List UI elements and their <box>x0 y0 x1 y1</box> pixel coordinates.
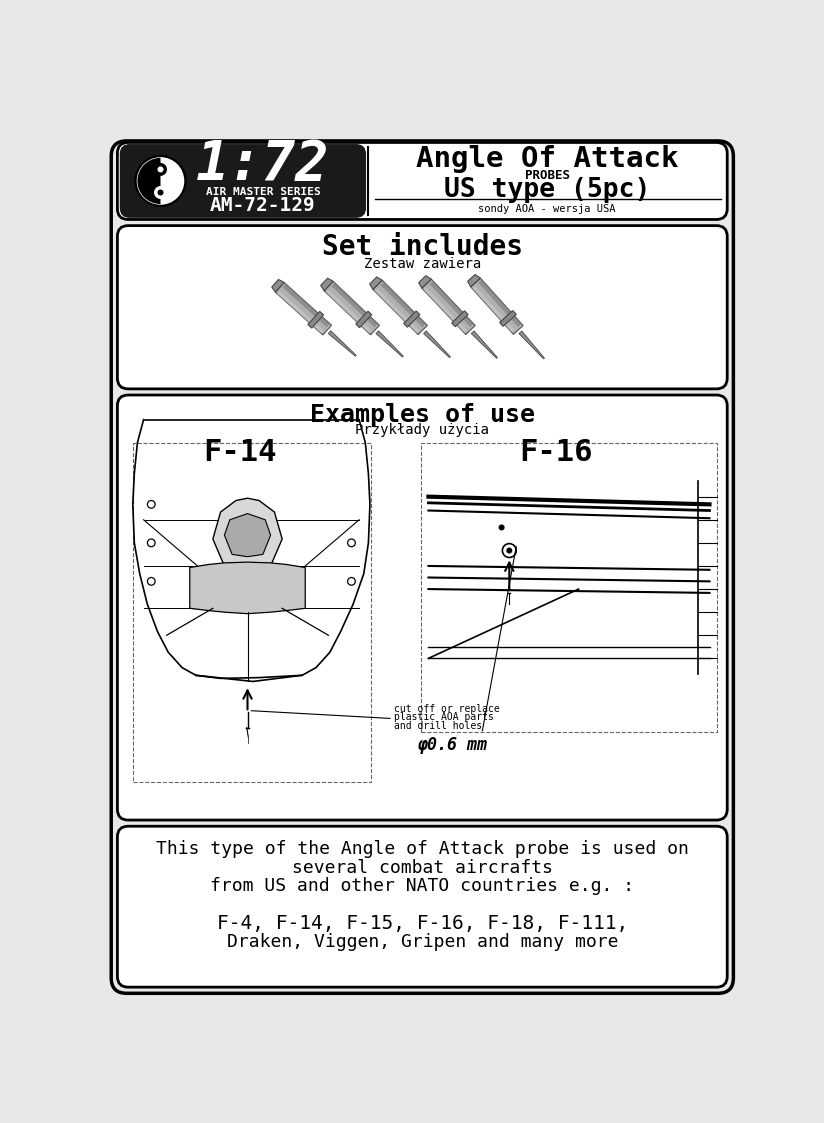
FancyBboxPatch shape <box>117 827 728 987</box>
Polygon shape <box>213 499 282 569</box>
Text: plastic AOA parts: plastic AOA parts <box>394 712 494 722</box>
FancyBboxPatch shape <box>117 143 728 219</box>
Polygon shape <box>429 281 474 327</box>
Polygon shape <box>321 279 333 291</box>
Text: φ0.6 mm: φ0.6 mm <box>417 736 487 754</box>
Polygon shape <box>331 283 378 327</box>
Polygon shape <box>324 281 380 335</box>
Text: PROBES: PROBES <box>525 170 569 182</box>
Text: sondy AOA - wersja USA: sondy AOA - wersja USA <box>478 204 616 214</box>
Polygon shape <box>452 311 468 327</box>
Polygon shape <box>190 563 305 613</box>
Text: Przykłady użycia: Przykłady użycia <box>355 423 489 438</box>
Polygon shape <box>422 280 475 335</box>
Polygon shape <box>275 283 331 335</box>
FancyBboxPatch shape <box>111 140 733 994</box>
Polygon shape <box>373 281 428 335</box>
Polygon shape <box>370 277 382 290</box>
Polygon shape <box>272 280 284 292</box>
Circle shape <box>155 186 166 199</box>
Polygon shape <box>519 331 545 359</box>
Text: F-4, F-14, F-15, F-16, F-18, F-111,: F-4, F-14, F-15, F-16, F-18, F-111, <box>217 914 628 933</box>
Text: Angle Of Attack: Angle Of Attack <box>416 145 678 173</box>
Text: and drill holes: and drill holes <box>394 721 482 731</box>
Text: cut off or replace: cut off or replace <box>394 704 499 714</box>
Polygon shape <box>308 311 324 328</box>
FancyBboxPatch shape <box>117 395 728 820</box>
Circle shape <box>135 156 186 207</box>
Polygon shape <box>472 286 515 332</box>
Polygon shape <box>479 280 522 327</box>
Polygon shape <box>468 274 480 286</box>
Text: US type (5pc): US type (5pc) <box>444 177 650 203</box>
Polygon shape <box>356 311 372 328</box>
Text: several combat aircrafts: several combat aircrafts <box>292 859 553 877</box>
Text: F-16: F-16 <box>519 438 592 467</box>
Polygon shape <box>277 291 324 334</box>
Text: AIR MASTER SERIES: AIR MASTER SERIES <box>205 186 321 197</box>
Circle shape <box>155 164 166 175</box>
Circle shape <box>507 548 512 553</box>
Polygon shape <box>328 330 356 356</box>
Polygon shape <box>283 284 330 327</box>
Text: This type of the Angle of Attack probe is used on: This type of the Angle of Attack probe i… <box>156 840 689 858</box>
Polygon shape <box>471 331 498 358</box>
Circle shape <box>158 167 163 172</box>
Text: AM-72-129: AM-72-129 <box>210 197 316 216</box>
Text: F-14: F-14 <box>203 438 277 467</box>
Polygon shape <box>325 290 372 334</box>
FancyBboxPatch shape <box>120 145 365 217</box>
Circle shape <box>158 190 163 194</box>
Polygon shape <box>424 287 467 332</box>
FancyBboxPatch shape <box>117 226 728 389</box>
Polygon shape <box>424 331 451 358</box>
Circle shape <box>138 158 184 204</box>
Text: Set includes: Set includes <box>322 234 522 262</box>
Text: from US and other NATO countries e.g. :: from US and other NATO countries e.g. : <box>210 877 634 895</box>
Polygon shape <box>224 513 270 557</box>
Text: Draken, Viggen, Gripen and many more: Draken, Viggen, Gripen and many more <box>227 933 618 951</box>
Circle shape <box>499 526 504 530</box>
Text: Examples of use: Examples of use <box>310 403 535 427</box>
Text: 1:72: 1:72 <box>196 137 330 191</box>
Polygon shape <box>499 311 517 327</box>
Polygon shape <box>404 311 420 327</box>
Polygon shape <box>419 276 431 289</box>
Wedge shape <box>138 158 161 204</box>
Text: Zestaw zawiera: Zestaw zawiera <box>363 257 481 271</box>
Polygon shape <box>375 289 419 334</box>
Polygon shape <box>471 279 523 335</box>
Polygon shape <box>381 282 426 327</box>
Polygon shape <box>376 331 403 357</box>
